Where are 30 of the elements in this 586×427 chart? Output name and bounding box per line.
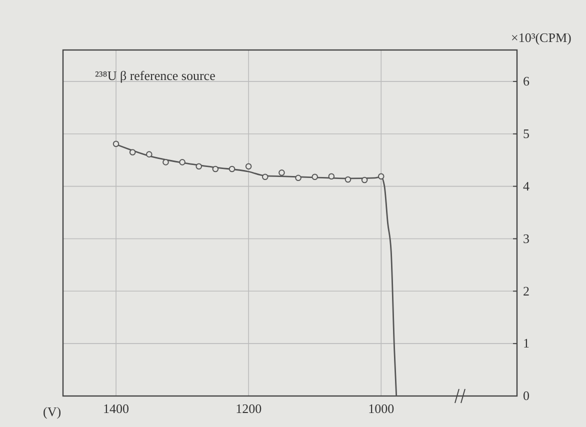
point: [328, 173, 335, 180]
point: [196, 163, 202, 170]
point: [129, 149, 136, 156]
y-tick-label: 3: [523, 230, 530, 246]
x-tick-label: 1200: [236, 401, 262, 416]
point: [295, 174, 302, 182]
y-tick-label: 4: [523, 178, 530, 194]
x-tick-label: 1400: [103, 401, 130, 416]
point: [278, 170, 285, 176]
point: [344, 176, 352, 183]
point: [146, 151, 152, 158]
point: [312, 174, 318, 180]
point: [262, 174, 268, 180]
x-axis-title: (V): [43, 404, 62, 419]
y-tick-label: 5: [523, 126, 530, 142]
y-tick-label: 1: [523, 336, 530, 351]
point: [361, 176, 368, 184]
y-tick-label: 6: [523, 74, 530, 89]
point: [378, 173, 384, 180]
point: [179, 159, 186, 166]
annotation: ²³⁸U β reference source: [95, 68, 216, 83]
x-tick-label: 1000: [368, 401, 394, 416]
point: [245, 163, 252, 170]
point: [228, 166, 236, 172]
point: [212, 166, 219, 172]
y-axis-title: ×10³(CPM): [511, 30, 572, 45]
point: [112, 140, 120, 147]
point: [162, 159, 169, 166]
y-tick-label: 0: [523, 388, 530, 404]
y-tick-label: 2: [523, 283, 530, 298]
